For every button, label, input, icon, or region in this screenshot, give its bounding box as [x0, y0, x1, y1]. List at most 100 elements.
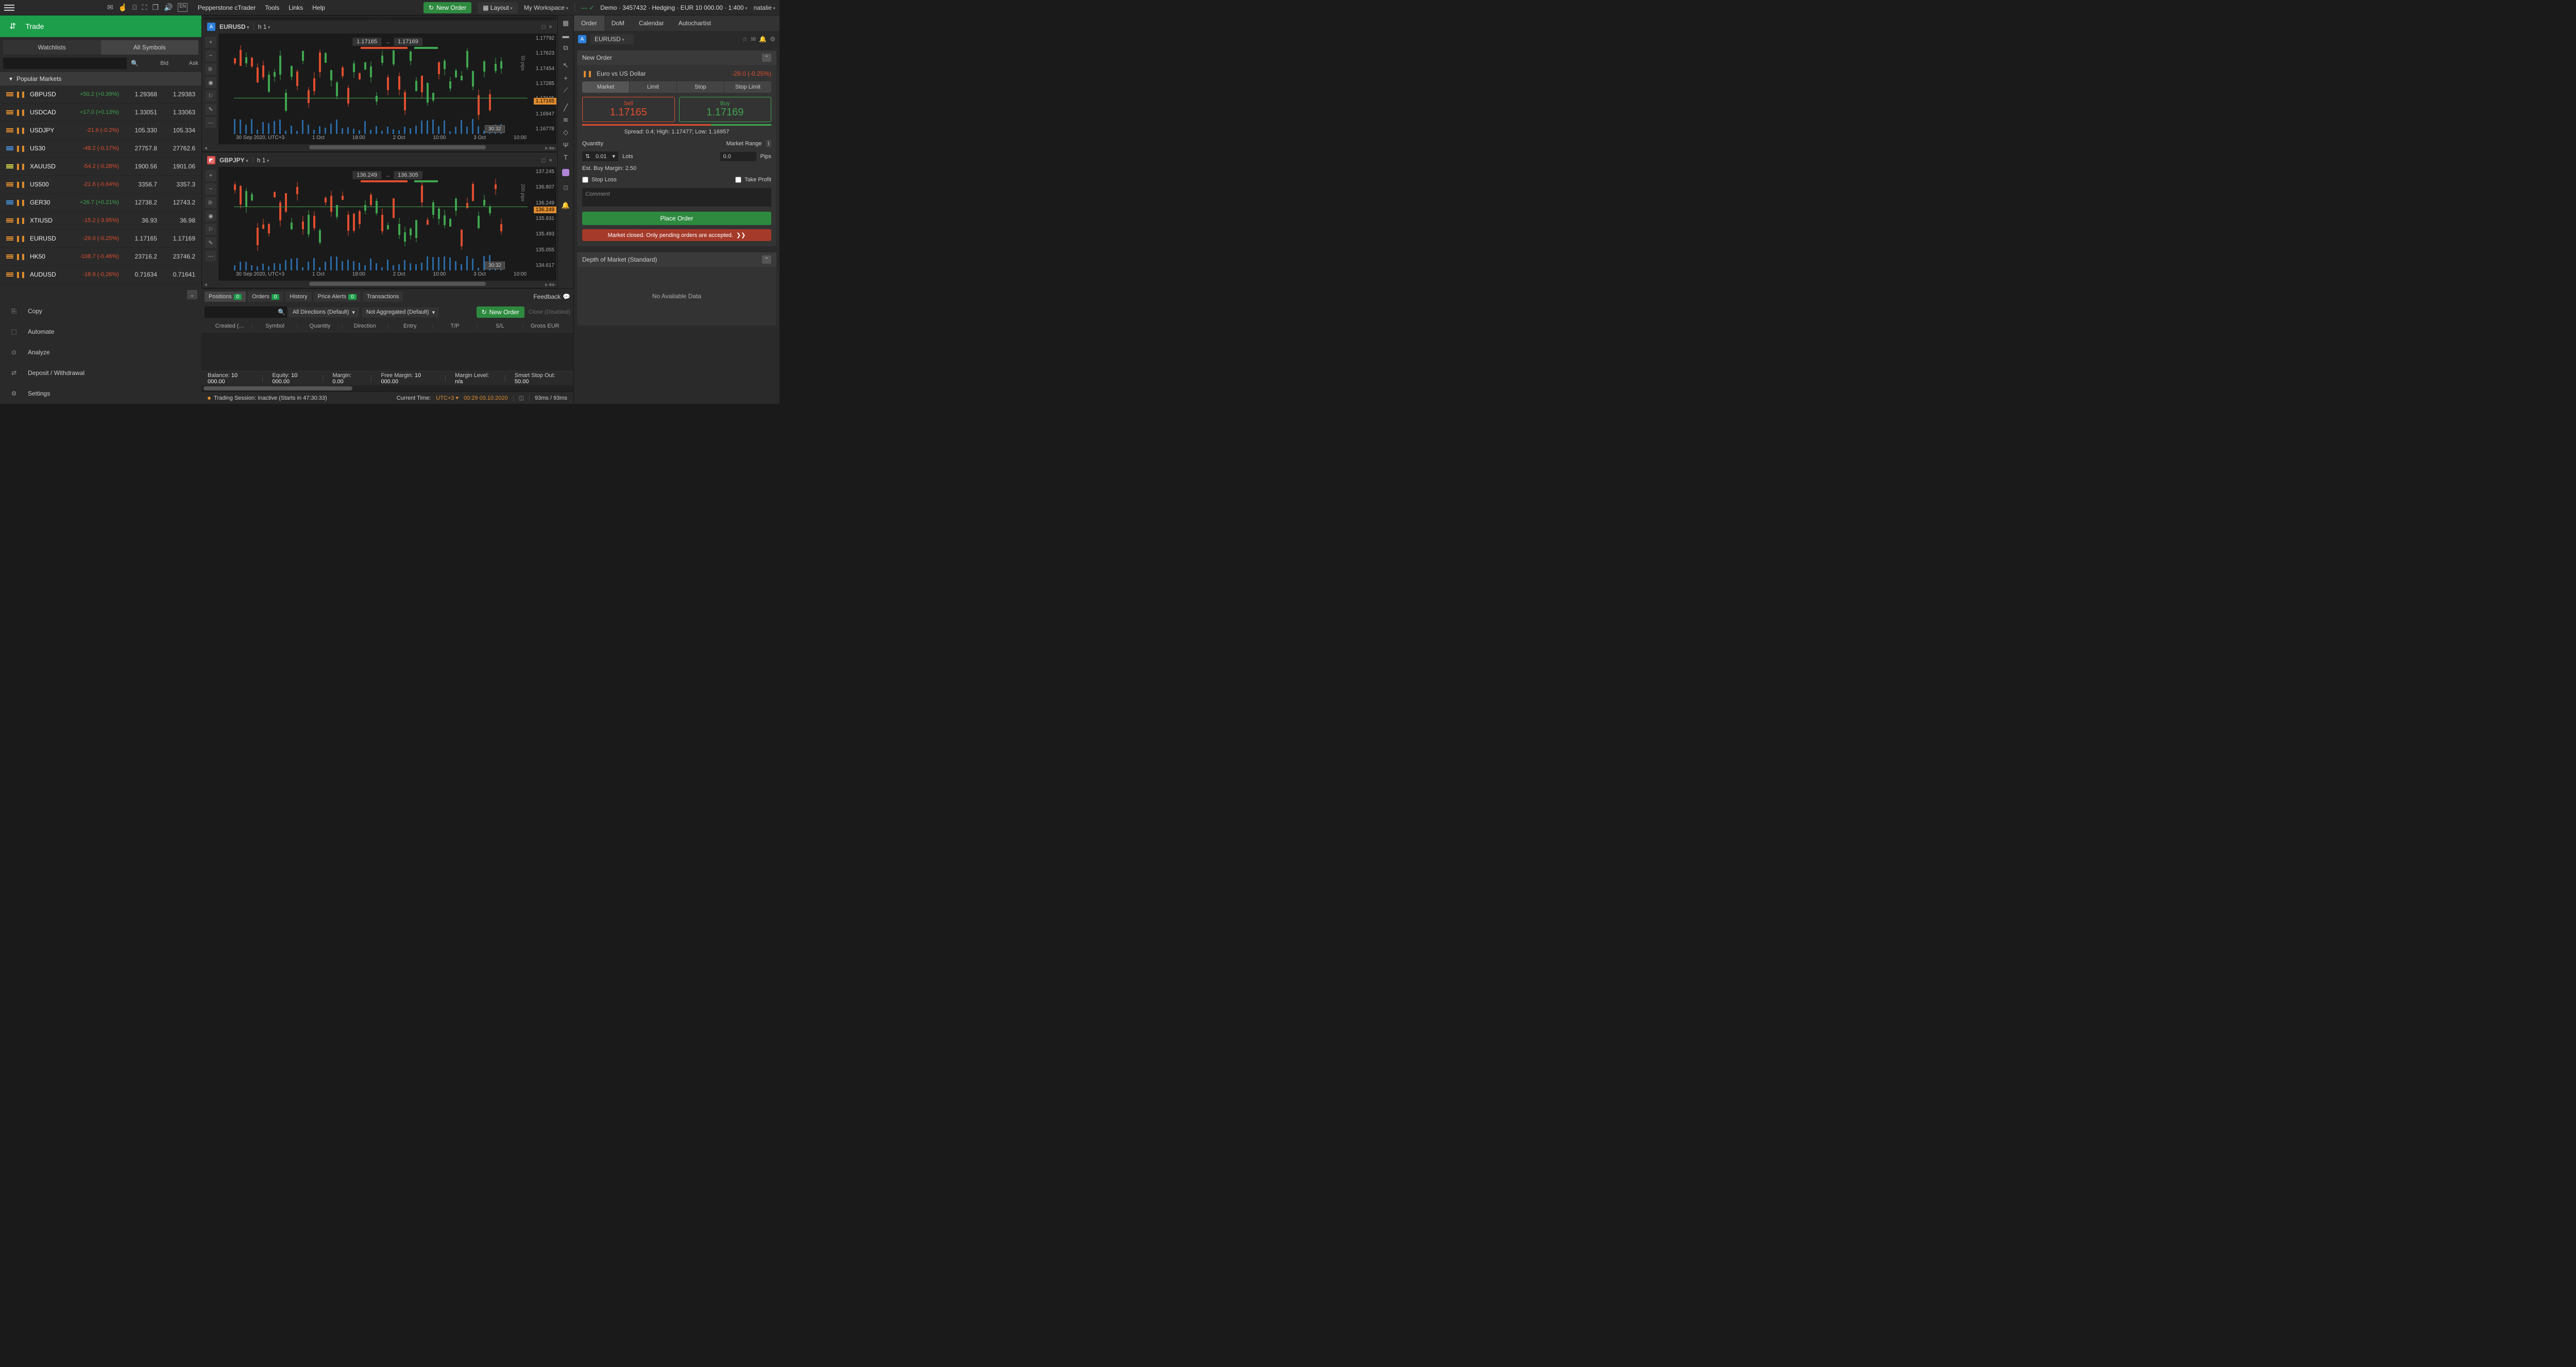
- collapse-toggle[interactable]: ⌄: [0, 288, 201, 301]
- lang-icon[interactable]: EN: [178, 3, 188, 12]
- bell-icon[interactable]: 🔔: [560, 200, 571, 211]
- positions-scrollbar[interactable]: [201, 385, 573, 391]
- new-order-header[interactable]: New Order ⌃: [577, 50, 776, 65]
- tab-autochartist[interactable]: Autochartist: [671, 15, 718, 31]
- watchlist-row[interactable]: ❚❚ US500 -21.6 (-0.64%) 3356.7 3357.3: [0, 176, 201, 194]
- order-type-limit[interactable]: Limit: [630, 81, 676, 93]
- shapes-icon[interactable]: ◇: [560, 127, 571, 138]
- watchlist-row[interactable]: ❚❚ XTIUSD -15.2 (-3.95%) 36.93 36.98: [0, 212, 201, 230]
- workspace-dropdown[interactable]: My Workspace: [524, 4, 568, 11]
- mail-icon[interactable]: ✉: [751, 36, 756, 43]
- search-icon[interactable]: 🔍: [131, 60, 139, 67]
- positions-new-order-button[interactable]: ↻New Order: [477, 306, 524, 318]
- chart-type-icon[interactable]: ⊪: [205, 197, 216, 208]
- column-header[interactable]: Direction: [343, 323, 387, 329]
- search-icon[interactable]: 🔍: [278, 309, 285, 316]
- zoom-in-icon[interactable]: +: [205, 37, 216, 48]
- nav-item-automate[interactable]: ⬚Automate: [0, 321, 201, 342]
- dom-header[interactable]: Depth of Market (Standard) ⌃: [577, 252, 776, 267]
- take-profit-checkbox[interactable]: Take Profit: [735, 177, 771, 183]
- drag-handle-icon[interactable]: [6, 182, 13, 186]
- column-header[interactable]: Quantity: [298, 323, 343, 329]
- pitchfork-icon[interactable]: Ψ: [560, 139, 571, 150]
- drag-handle-icon[interactable]: [6, 164, 13, 168]
- zoom-in-icon[interactable]: +: [205, 170, 216, 181]
- color-icon[interactable]: [562, 169, 569, 176]
- drag-handle-icon[interactable]: [6, 272, 13, 277]
- menu-tools[interactable]: Tools: [265, 4, 279, 11]
- tab-orders[interactable]: Orders0: [248, 292, 283, 302]
- column-header[interactable]: Created (…: [208, 323, 252, 329]
- nav-item-deposit-withdrawal[interactable]: ⇄Deposit / Withdrawal: [0, 363, 201, 383]
- tab-order[interactable]: Order: [574, 15, 604, 31]
- buy-button[interactable]: Buy 1.17169: [679, 97, 772, 122]
- chart-canvas[interactable]: 1.17165 → 1.17169 1.177921.176231.174541…: [218, 33, 556, 144]
- menu-links[interactable]: Links: [289, 4, 303, 11]
- gear-icon[interactable]: ⚙: [770, 36, 775, 43]
- edit-icon[interactable]: ✎: [205, 237, 216, 248]
- column-header[interactable]: S/L: [478, 323, 522, 329]
- symbol-search-input[interactable]: [3, 58, 127, 69]
- crosshair-icon[interactable]: +: [560, 72, 571, 83]
- drag-handle-icon[interactable]: [6, 146, 13, 150]
- maximize-icon[interactable]: □: [542, 23, 546, 30]
- tab-price-alerts[interactable]: Price Alerts0: [314, 292, 361, 302]
- mail-icon[interactable]: ✉: [107, 3, 113, 12]
- account-dropdown[interactable]: Demo · 3457432 · Hedging · EUR 10 000.00…: [600, 4, 747, 11]
- tab-watchlists[interactable]: Watchlists: [3, 40, 101, 55]
- indicator-icon[interactable]: ◉: [205, 77, 216, 88]
- sell-button[interactable]: Sell 1.17165: [582, 97, 675, 122]
- drag-handle-icon[interactable]: [6, 254, 13, 259]
- section-popular-markets[interactable]: ▾ Popular Markets: [0, 72, 201, 86]
- tab-all-symbols[interactable]: All Symbols: [101, 40, 199, 55]
- chart-canvas[interactable]: 136.249 → 136.305 137.245136.807136.2491…: [218, 167, 556, 281]
- more-icon[interactable]: ⋯: [205, 117, 216, 128]
- windows-icon[interactable]: ❐: [152, 3, 159, 12]
- nav-item-settings[interactable]: ⚙Settings: [0, 383, 201, 404]
- chart-timeframe[interactable]: h 1: [258, 23, 270, 30]
- bell-icon[interactable]: 🔔: [759, 36, 767, 43]
- timezone[interactable]: UTC+3 ▾: [436, 395, 459, 401]
- notifications-icon[interactable]: ☝: [118, 3, 127, 12]
- drag-handle-icon[interactable]: [6, 92, 13, 96]
- nav-item-analyze[interactable]: ⊙Analyze: [0, 342, 201, 363]
- order-type-market[interactable]: Market: [582, 81, 629, 93]
- tab-positions[interactable]: Positions0: [205, 292, 246, 302]
- single-icon[interactable]: ▬: [560, 30, 571, 41]
- edit-icon[interactable]: ✎: [205, 104, 216, 115]
- quantity-input[interactable]: ⇅0.01▾: [582, 151, 618, 161]
- maximize-icon[interactable]: □: [542, 157, 546, 164]
- watchlist-row[interactable]: ❚❚ US30 -48.2 (-0.17%) 27757.8 27762.6: [0, 140, 201, 158]
- menu-help[interactable]: Help: [312, 4, 325, 11]
- user-dropdown[interactable]: natalie: [754, 4, 775, 11]
- drag-handle-icon[interactable]: [6, 110, 13, 114]
- camera-icon[interactable]: ⌼: [132, 3, 137, 12]
- column-header[interactable]: Symbol: [252, 323, 297, 329]
- chart-scrollbar[interactable]: ◂▸●▸: [203, 144, 556, 150]
- ruler-icon[interactable]: ⟋: [560, 84, 571, 96]
- trendline-icon[interactable]: ╱: [560, 102, 571, 113]
- zoom-out-icon[interactable]: −: [205, 50, 216, 61]
- info-icon[interactable]: i: [766, 140, 771, 147]
- camera-icon[interactable]: ⌼: [560, 182, 571, 194]
- place-order-button[interactable]: Place Order: [582, 212, 771, 225]
- column-header[interactable]: Gross EUR: [523, 323, 567, 329]
- feedback-link[interactable]: Feedback💬: [533, 293, 570, 300]
- market-range-input[interactable]: 0.0: [720, 152, 756, 161]
- nav-item-copy[interactable]: ⎘Copy: [0, 301, 201, 321]
- drag-handle-icon[interactable]: [6, 128, 13, 132]
- chart-scrollbar[interactable]: ◂▸●▸: [203, 281, 556, 287]
- watchlist-row[interactable]: ❚❚ GBPUSD +50.2 (+0.39%) 1.29368 1.29383: [0, 86, 201, 104]
- trade-header[interactable]: ⇵ Trade: [0, 15, 201, 37]
- tab-transactions[interactable]: Transactions: [363, 292, 403, 302]
- drag-handle-icon[interactable]: [6, 218, 13, 223]
- fib-icon[interactable]: ≋: [560, 114, 571, 126]
- watchlist-row[interactable]: ❚❚ XAUUSD -54.2 (-0.28%) 1900.56 1901.06: [0, 158, 201, 176]
- zoom-out-icon[interactable]: −: [205, 183, 216, 195]
- column-header[interactable]: T/P: [433, 323, 478, 329]
- watchlist-row[interactable]: ❚❚ USDJPY -21.6 (-0.2%) 105.330 105.334: [0, 122, 201, 140]
- more-icon[interactable]: ⋯: [205, 250, 216, 262]
- chart-symbol[interactable]: GBPJPY: [219, 157, 248, 164]
- tab-history[interactable]: History: [285, 292, 311, 302]
- grid-icon[interactable]: ▦: [560, 18, 571, 29]
